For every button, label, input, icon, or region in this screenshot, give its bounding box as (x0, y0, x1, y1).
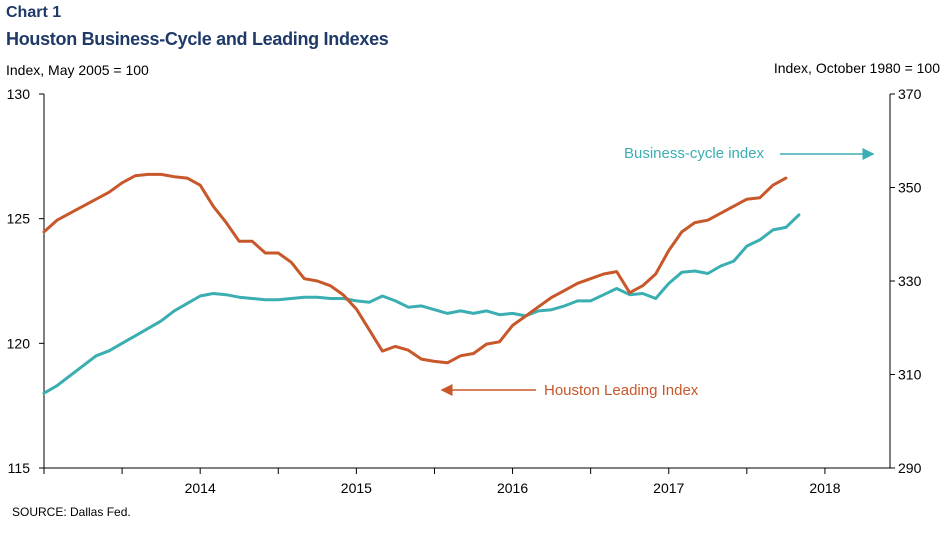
annotations: Business-cycle index Houston Leading Inde… (440, 145, 875, 399)
x-tick-label: 2017 (653, 480, 684, 496)
series-group (42, 172, 801, 395)
right-tick-label: 290 (898, 460, 922, 476)
x-tick-label: 2018 (809, 480, 840, 496)
chart-title: Houston Business-Cycle and Leading Index… (6, 29, 389, 49)
left-tick-label: 115 (8, 460, 31, 476)
leading-index-line (42, 172, 788, 365)
x-tick-label: 2016 (497, 480, 528, 496)
x-tick-label: 2015 (341, 480, 372, 496)
left-tick-label: 120 (7, 335, 31, 351)
right-tick-label: 370 (898, 86, 922, 102)
right-tick-label: 350 (898, 180, 922, 196)
right-tick-label: 330 (898, 273, 922, 289)
source-note: SOURCE: Dallas Fed. (12, 505, 131, 519)
axes: 115 120 125 130 290 310 330 350 370 2014 2015 2016 2… (7, 86, 922, 496)
left-axis-unit: Index, May 2005 = 100 (6, 62, 149, 78)
right-axis-unit: Index, October 1980 = 100 (773, 60, 940, 76)
x-tick-label: 2014 (185, 480, 216, 496)
left-tick-label: 125 (7, 211, 31, 227)
business-cycle-annotation: Business-cycle index (624, 145, 765, 162)
right-tick-label: 310 (898, 367, 922, 383)
business-cycle-line (42, 213, 801, 395)
chart-label: Chart 1 (6, 4, 62, 21)
left-tick-label: 130 (7, 86, 31, 102)
leading-index-annotation: Houston Leading Index (544, 382, 699, 399)
